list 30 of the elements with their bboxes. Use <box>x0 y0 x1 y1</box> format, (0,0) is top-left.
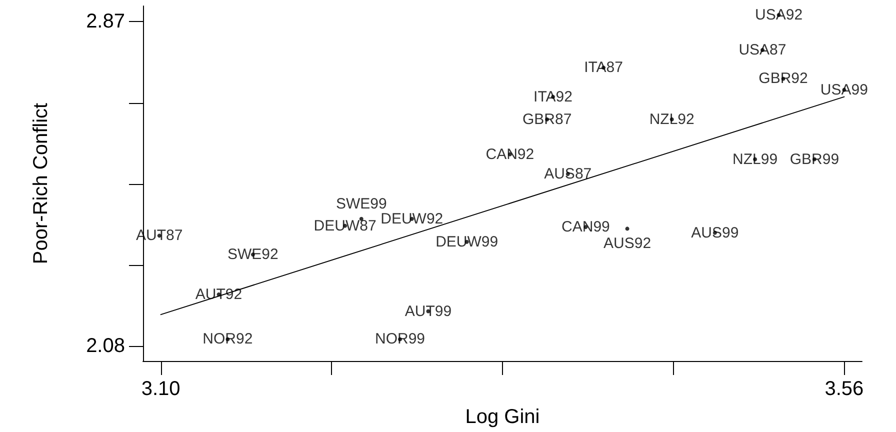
data-label: NOR99 <box>374 330 426 348</box>
data-label: AUS99 <box>691 224 739 242</box>
data-label: NOR92 <box>202 330 253 348</box>
data-label: USA92 <box>755 6 803 24</box>
data-label: CAN99 <box>562 218 610 236</box>
data-label: USA99 <box>820 81 868 98</box>
data-label: AUT99 <box>404 302 452 320</box>
data-label: DEUW87 <box>314 217 376 234</box>
point <box>625 226 630 231</box>
data-label: ITA87 <box>584 59 623 76</box>
data-label: SWE92 <box>228 246 278 264</box>
x-tick-label: 3.56 <box>824 378 864 400</box>
data-label: DEUW99 <box>436 233 498 250</box>
data-label: CAN92 <box>486 146 534 163</box>
data-label: SWE99 <box>336 195 387 212</box>
data-label: DEUW92 <box>380 210 444 228</box>
x-axis-title: Log Gini <box>465 406 540 428</box>
data-label: GBR99 <box>790 150 840 168</box>
y-tick-label: 2.08 <box>86 335 125 358</box>
data-label: AUS87 <box>544 166 592 183</box>
data-label: NZL92 <box>649 110 694 128</box>
y-tick-label: 2.87 <box>86 10 125 33</box>
data-label: USA87 <box>738 41 786 58</box>
data-label: NZL99 <box>732 150 778 168</box>
x-tick-label: 3.10 <box>141 378 180 400</box>
data-label: GBR87 <box>522 110 572 128</box>
y-axis-title: Poor-Rich Conflict <box>30 102 52 264</box>
data-label: ITA92 <box>534 88 572 106</box>
data-label: GBR92 <box>758 70 808 88</box>
data-label: AUS92 <box>604 235 652 252</box>
